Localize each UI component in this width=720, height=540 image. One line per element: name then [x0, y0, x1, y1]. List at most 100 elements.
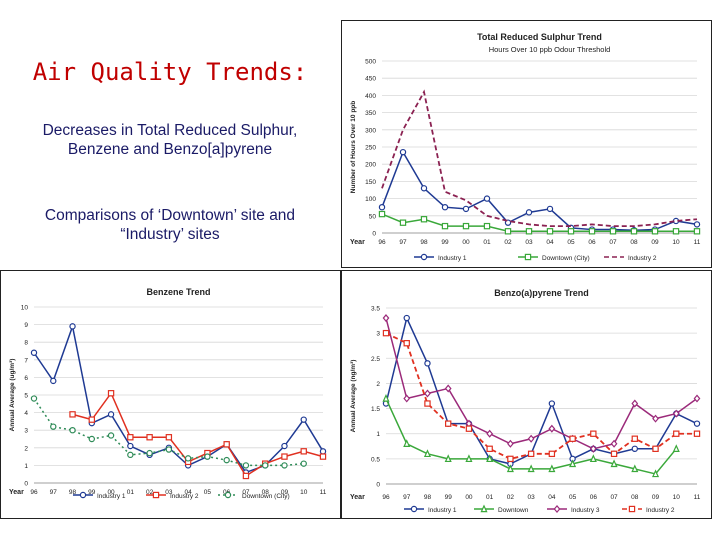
chart-subtitle: Hours Over 10 ppb Odour Threshold: [489, 45, 611, 54]
legend-label: Industry 1: [438, 255, 467, 262]
data-point: [441, 203, 449, 211]
y-tick-label: 2.5: [371, 356, 380, 363]
data-point: [546, 228, 554, 235]
legend-label: Downtown (City): [542, 255, 590, 262]
data-point: [319, 453, 327, 460]
data-point: [184, 455, 192, 462]
y-tick-label: 3: [376, 331, 380, 338]
data-point: [281, 462, 288, 469]
x-tick-label: 11: [320, 489, 327, 496]
data-point: [420, 185, 428, 192]
legend-item: Industry 1: [73, 491, 126, 500]
data-point: [319, 448, 327, 455]
data-point: [652, 445, 659, 452]
data-point: [548, 464, 556, 473]
data-point: [378, 203, 386, 211]
x-tick-label: 00: [462, 239, 470, 246]
x-tick-label: 08: [631, 494, 639, 501]
data-point: [242, 462, 250, 469]
data-point: [382, 329, 390, 337]
benzene-chart-panel: Benzene Trend 0 1 2 3 4 5 6 7 8 9 10 Year 96 97 98 99 00 0…: [0, 270, 341, 519]
x-tick-label: 00: [107, 489, 115, 496]
x-tick-label: 06: [590, 494, 598, 501]
data-point: [548, 450, 556, 458]
legend-item: Industry 1: [414, 253, 467, 262]
data-point: [127, 451, 134, 459]
x-tick-label: 07: [609, 239, 617, 246]
x-tick-label: 10: [672, 239, 680, 246]
series-1: [382, 393, 680, 478]
chart-title: Benzo(a)pyrene Trend: [494, 288, 589, 298]
data-point: [127, 442, 134, 450]
data-point: [507, 455, 514, 463]
trs-chart-panel: Total Reduced Sulphur Trend Hours Over 10…: [341, 20, 712, 268]
x-tick-label: 07: [242, 489, 250, 496]
series-1: [378, 210, 701, 235]
legend-marker: [152, 491, 160, 499]
data-point: [609, 228, 617, 235]
data-point: [423, 449, 431, 458]
x-tick-label: 11: [694, 494, 701, 501]
data-point: [300, 416, 307, 423]
data-point: [420, 216, 428, 223]
slide-subtitle: Decreases in Total Reduced Sulphur, Benz…: [42, 122, 298, 158]
data-point: [672, 409, 680, 418]
data-point: [281, 442, 288, 450]
y-tick-label: 1: [24, 463, 28, 470]
legend-label: Downtown (City): [242, 493, 290, 500]
y-tick-label: 50: [369, 213, 377, 220]
x-tick-label: 98: [424, 494, 432, 501]
x-tick-label: 96: [382, 494, 390, 501]
legend-label: Industry 2: [170, 493, 199, 500]
x-tick-label: 01: [483, 239, 491, 246]
y-tick-label: 150: [365, 179, 376, 186]
y-tick-label: 7: [24, 357, 28, 364]
data-point: [506, 464, 514, 473]
data-point: [242, 472, 250, 480]
x-tick-label: 04: [185, 489, 193, 496]
data-point: [486, 445, 493, 452]
data-point: [107, 411, 115, 418]
y-tick-label: 2: [24, 445, 28, 452]
data-point: [548, 424, 556, 433]
legend-marker: [79, 491, 87, 499]
data-point: [527, 464, 535, 473]
x-tick-label: 11: [694, 239, 701, 246]
y-tick-label: 200: [365, 162, 376, 169]
data-point: [441, 222, 449, 230]
data-point: [50, 423, 57, 430]
y-tick-label: 250: [365, 145, 376, 152]
data-point: [300, 448, 307, 455]
x-tick-label: 02: [504, 239, 512, 246]
bap-chart: Benzo(a)pyrene Trend 0 0.5 1 1.5 2 2.5 3 3.5 Year…: [350, 288, 701, 514]
legend-item: Downtown (City): [218, 491, 290, 500]
bap-chart-panel: Benzo(a)pyrene Trend 0 0.5 1 1.5 2 2.5 3 3.5 Year…: [341, 270, 712, 519]
data-point: [444, 420, 452, 427]
data-point: [588, 228, 596, 235]
x-tick-label: 05: [204, 489, 212, 496]
data-point: [127, 434, 134, 441]
data-point: [672, 228, 680, 235]
data-point: [465, 454, 473, 463]
y-tick-label: 450: [365, 76, 376, 83]
x-tick-label: 09: [652, 494, 660, 501]
data-point: [569, 459, 577, 468]
data-point: [631, 445, 638, 452]
chart-title: Benzene Trend: [146, 287, 210, 297]
y-tick-label: 10: [21, 305, 29, 312]
x-tick-label: 99: [445, 494, 453, 501]
data-point: [631, 435, 639, 442]
x-tick-label: 02: [507, 494, 515, 501]
x-tick-label: 10: [300, 489, 308, 496]
data-point: [569, 435, 576, 442]
legend-label: Industry 2: [646, 507, 675, 514]
x-tick-label: 05: [567, 239, 575, 246]
series-2: [381, 89, 698, 228]
trs-chart: Total Reduced Sulphur Trend Hours Over 10…: [350, 32, 701, 262]
x-tick-label: 96: [30, 489, 38, 496]
y-tick-label: 1.5: [371, 406, 380, 413]
y-tick-label: 300: [365, 127, 376, 134]
x-tick-label: 02: [146, 489, 154, 496]
y-axis-label: Number of Hours Over 10 ppb: [350, 101, 357, 193]
